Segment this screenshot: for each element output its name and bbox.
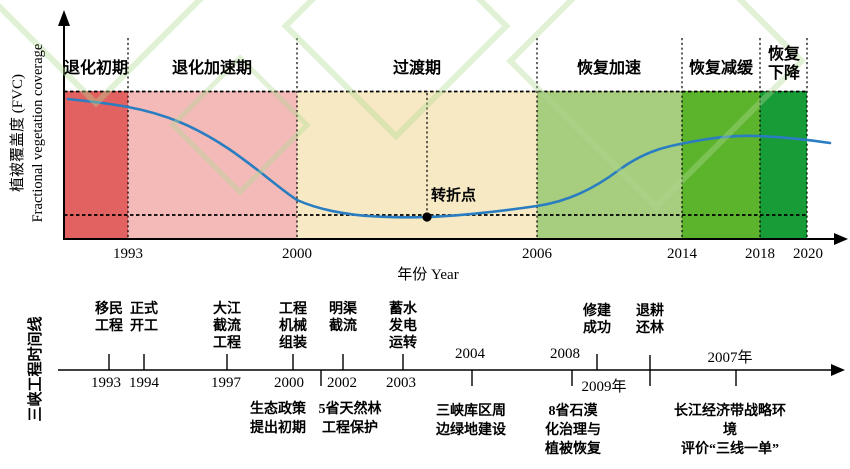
event-label-river-closure: 大江 截流 工程 <box>213 302 241 351</box>
phase-label-recovery-accelerated: 恢复加速 <box>576 60 642 77</box>
timeline-arrow-icon <box>831 364 845 376</box>
phase-band-recovery-slowed <box>682 91 760 238</box>
event-year-2002: 2002 <box>327 375 357 391</box>
event-year-2000: 2000 <box>274 375 304 391</box>
event-year-1993: 1993 <box>91 375 121 391</box>
turning-point-dot <box>422 212 432 222</box>
event-year-1997: 1997 <box>211 375 241 391</box>
event-year-2009: 2009年 <box>581 379 627 395</box>
event-label-grain-for-green: 退耕 还林 <box>636 304 664 336</box>
phase-band-degradation-accelerated <box>128 91 297 238</box>
event-label-machinery-assembly: 工程 机械 组装 <box>279 302 307 351</box>
phase-label-transition: 过渡期 <box>392 60 442 77</box>
note-reservoir-green-space: 三峡库区周 边绿地建设 <box>436 404 506 438</box>
x-axis-title: 年份 Year <box>397 267 459 283</box>
y-axis-arrow-icon <box>58 10 70 26</box>
note-eco-policy-initial: 生态政策 提出初期 <box>250 402 306 436</box>
above-year-2007: 2007年 <box>707 350 753 366</box>
x-tick-label-2014: 2014 <box>667 246 697 262</box>
phase-label-degradation-initial: 退化初期 <box>63 60 129 77</box>
event-year-2003: 2003 <box>386 375 416 391</box>
x-tick-label-2020: 2020 <box>793 246 823 262</box>
event-year-1994: 1994 <box>129 375 159 391</box>
x-tick-label-2018: 2018 <box>745 246 775 262</box>
x-axis-arrow-icon <box>834 233 848 245</box>
y-axis-title: 植被覆盖度 (FVC) Fractional vegetation covera… <box>8 0 48 273</box>
turning-point-label: 转折点 <box>431 188 477 204</box>
above-year-2008: 2008 <box>550 346 580 362</box>
phase-label-recovery-slowed: 恢复减缓 <box>688 60 754 77</box>
event-label-water-storage-power: 蓄水 发电 运转 <box>389 302 417 351</box>
note-yangtze-strategic-eval: 长江经济带战略环境 评价“三线一单” <box>674 404 786 457</box>
event-label-construction-success: 修建 成功 <box>583 304 611 336</box>
event-label-official-start: 正式 开工 <box>130 302 158 334</box>
x-tick-label-1993: 1993 <box>113 246 143 262</box>
y-axis-title-cn: 植被覆盖度 (FVC) <box>10 74 26 192</box>
event-label-relocation-project: 移民 工程 <box>95 302 123 334</box>
note-natural-forest-protection: 5省天然林 工程保护 <box>318 402 382 436</box>
phase-label-recovery-decline: 恢复 下降 <box>767 46 801 82</box>
event-label-open-channel-closure: 明渠 截流 <box>329 302 357 334</box>
above-year-2004: 2004 <box>455 346 485 362</box>
note-rocky-desertification: 8省石漠 化治理与 植被恢复 <box>545 404 601 457</box>
timeline-title: 三峡工程时间线 <box>28 316 44 422</box>
phase-band-recovery-decline <box>760 91 807 238</box>
y-axis-title-en: Fractional vegetation coverage <box>30 43 46 223</box>
phase-band-recovery-accelerated <box>537 91 682 238</box>
x-tick-label-2000: 2000 <box>282 246 312 262</box>
phase-label-degradation-accelerated: 退化加速期 <box>171 60 253 77</box>
phase-band-transition <box>297 91 537 238</box>
x-tick-label-2006: 2006 <box>522 246 552 262</box>
phase-band-degradation-initial <box>64 91 128 238</box>
